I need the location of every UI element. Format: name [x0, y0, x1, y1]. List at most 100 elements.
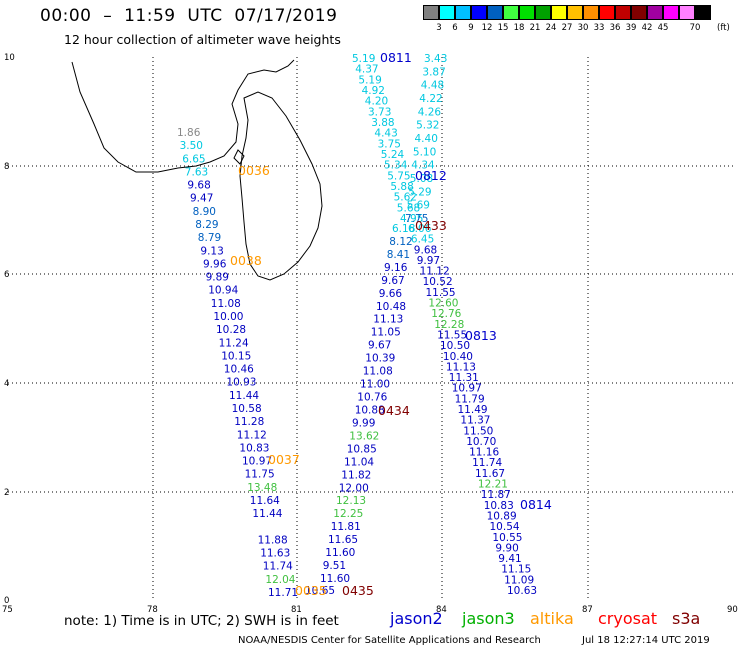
- pass-label: 0813: [465, 328, 497, 343]
- wave-height-value: 3.43: [424, 53, 447, 65]
- wave-height-value: 12.21: [478, 479, 508, 491]
- wave-height-value: 8.29: [195, 219, 218, 231]
- colorbar-label: 33: [593, 23, 605, 33]
- wave-height-value: 10.76: [357, 392, 387, 404]
- colorbar-label: 21: [529, 23, 541, 33]
- x-tick-label: 84: [436, 605, 447, 615]
- colorbar-label: 27: [561, 23, 573, 33]
- pass-label: 0037: [268, 452, 300, 467]
- footer-credit: NOAA/NESDIS Center for Satellite Applica…: [238, 635, 541, 646]
- wave-height-value: 4.26: [418, 106, 442, 118]
- wave-height-value: 11.12: [420, 266, 450, 278]
- footer-timestamp: Jul 18 12:27:14 UTC 2019: [582, 635, 710, 646]
- wave-height-value: 10.46: [224, 364, 254, 376]
- wave-height-value: 6.65: [182, 153, 205, 165]
- wave-height-value: 4.95: [400, 213, 423, 225]
- colorbar-label: 18: [513, 23, 525, 33]
- wave-height-value: 11.08: [211, 298, 241, 310]
- wave-height-value: 10.85: [347, 443, 377, 455]
- colorbar-label: 12: [481, 23, 493, 33]
- wave-height-value: 11.82: [341, 469, 371, 481]
- wave-height-value: 11.12: [237, 429, 267, 441]
- footer-note: note: 1) Time is in UTC; 2) SWH is in fe…: [64, 613, 339, 629]
- wave-height-value: 8.90: [193, 206, 216, 218]
- wave-height-value: 10.97: [452, 383, 482, 395]
- wave-height-value: 10.52: [423, 276, 453, 288]
- colorbar-cell: [695, 5, 711, 20]
- wave-height-value: 9.67: [368, 340, 391, 352]
- wave-height-value: 9.99: [352, 417, 375, 429]
- wave-height-value: 5.88: [390, 181, 413, 193]
- legend-jason2: jason2: [390, 609, 443, 628]
- colorbar-cell: [423, 5, 439, 20]
- wave-height-value: 10.93: [226, 377, 256, 389]
- wave-height-value: 12.25: [333, 508, 363, 520]
- legend-altika: altika: [530, 609, 574, 628]
- wave-height-value: 4.34: [411, 160, 435, 172]
- y-tick-label: 10: [4, 53, 15, 63]
- wave-height-value: 12.60: [428, 298, 458, 310]
- island-small: [233, 149, 245, 165]
- wave-height-value: 3.75: [378, 138, 401, 150]
- wave-height-value: 9.51: [323, 560, 346, 572]
- x-tick-label: 78: [147, 605, 158, 615]
- wave-height-value: 4.20: [365, 96, 388, 108]
- colorbar-cell: [647, 5, 663, 20]
- wave-height-value: 9.90: [495, 542, 518, 554]
- colorbar-cell: [583, 5, 599, 20]
- wave-height-value: 11.71: [268, 587, 298, 599]
- colorbar-label: 24: [545, 23, 557, 33]
- colorbar-label: 36: [609, 23, 621, 33]
- y-tick-label: 8: [4, 162, 9, 172]
- colorbar-cell: [551, 5, 567, 20]
- wave-height-value: 9.41: [498, 553, 521, 565]
- wave-height-value: 9.66: [379, 288, 403, 300]
- wave-height-value: 10.97: [242, 456, 272, 468]
- wave-height-value: 11.15: [501, 564, 531, 576]
- wave-height-value: 10.48: [376, 301, 406, 313]
- wave-height-value: 11.28: [234, 416, 264, 428]
- wave-height-value: 11.60: [320, 573, 350, 585]
- wave-height-value: 5.19: [358, 74, 381, 86]
- y-tick-label: 6: [4, 270, 9, 280]
- wave-height-value: 5.19: [352, 53, 375, 65]
- wave-height-value: 8.79: [198, 232, 221, 244]
- colorbar-cell: [631, 5, 647, 20]
- wave-height-value: 9.68: [187, 180, 210, 192]
- colorbar-label: 70: [689, 23, 701, 33]
- map-title: 00:00 – 11:59 UTC 07/17/2019: [40, 6, 338, 26]
- wave-height-value: 11.67: [475, 468, 505, 480]
- wave-height-value: 11.60: [325, 547, 355, 559]
- colorbar-cell: [567, 5, 583, 20]
- wave-height-value: 11.50: [463, 425, 493, 437]
- colorbar-cell: [439, 5, 455, 20]
- wave-height-value: 5.62: [394, 192, 417, 204]
- wave-height-value: 13.48: [247, 482, 277, 494]
- wave-height-value: 5.10: [413, 146, 436, 158]
- pass-label: 0038: [230, 253, 262, 268]
- wave-height-value: 9.16: [384, 262, 408, 274]
- colorbar-cell: [599, 5, 615, 20]
- colorbar-unit: (ft): [717, 23, 730, 33]
- wave-height-value: 6.18: [392, 223, 415, 235]
- wave-height-value: 11.55: [437, 330, 467, 342]
- wave-height-value: 5.69: [407, 200, 430, 212]
- wave-height-value: 9.13: [200, 245, 223, 257]
- y-tick-label: 2: [4, 488, 9, 498]
- colorbar-label: 42: [641, 23, 653, 33]
- wave-height-value: 11.44: [229, 390, 259, 402]
- wave-height-value: 10.89: [487, 511, 517, 523]
- wave-height-value: 11.31: [449, 372, 479, 384]
- wave-height-value: 11.16: [469, 447, 499, 459]
- colorbar-cell: [535, 5, 551, 20]
- wave-height-value: 6.06: [408, 223, 432, 235]
- colorbar-cell: [503, 5, 519, 20]
- legend-jason3: jason3: [462, 609, 515, 628]
- colorbar-label: 15: [497, 23, 509, 33]
- wave-height-value: 5.29: [408, 186, 431, 198]
- pass-label: 0035: [295, 583, 327, 598]
- wave-height-value: 11.74: [263, 561, 293, 573]
- coastline: [71, 59, 323, 281]
- pass-label: 0812: [415, 168, 447, 183]
- wave-height-value: 11.05: [371, 327, 401, 339]
